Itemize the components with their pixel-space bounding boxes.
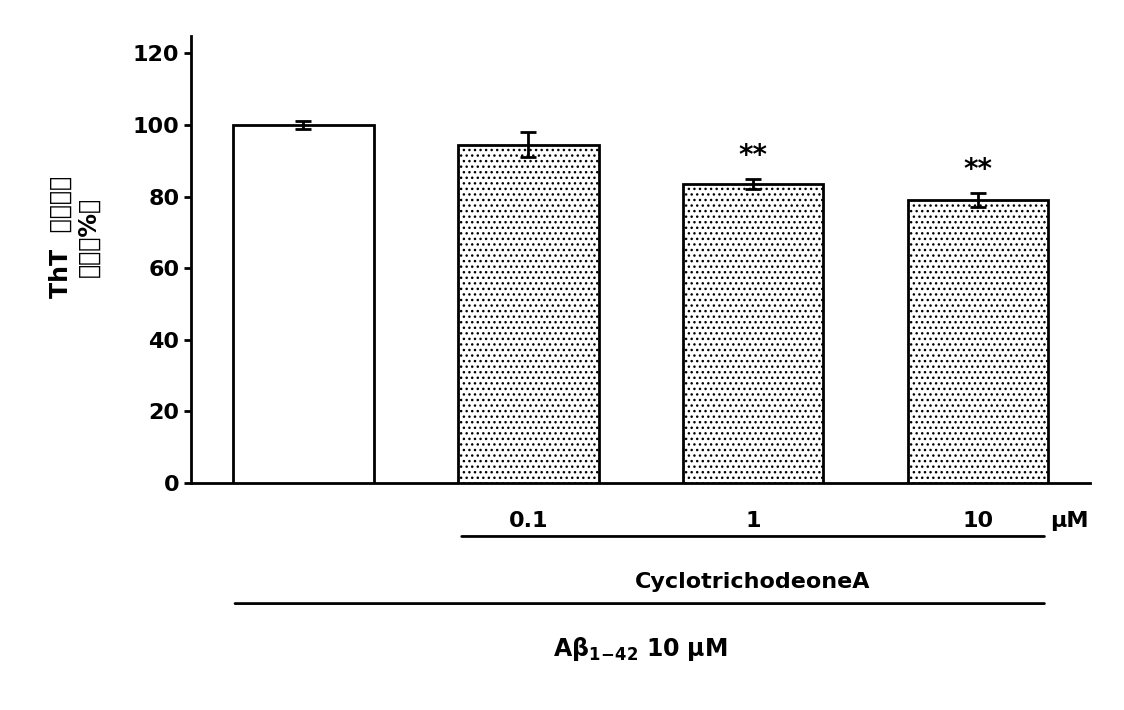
Bar bbox=[234, 125, 373, 483]
Text: ThT  荧光强度
（对照%）: ThT 荧光强度 （对照%） bbox=[48, 175, 100, 298]
Text: μM: μM bbox=[1050, 510, 1089, 530]
Bar bbox=[908, 200, 1048, 483]
Text: 1: 1 bbox=[745, 510, 761, 530]
Text: **: ** bbox=[738, 142, 768, 170]
Bar bbox=[459, 145, 598, 483]
Bar bbox=[682, 184, 823, 483]
Text: 0.1: 0.1 bbox=[508, 510, 549, 530]
Text: **: ** bbox=[963, 156, 992, 184]
Text: 10: 10 bbox=[962, 510, 994, 530]
Text: $\mathbf{A\beta_{1\!-\!42}\ 10\ \mu M}$: $\mathbf{A\beta_{1\!-\!42}\ 10\ \mu M}$ bbox=[553, 635, 727, 663]
Text: CyclotrichodeoneA: CyclotrichodeoneA bbox=[635, 572, 871, 592]
